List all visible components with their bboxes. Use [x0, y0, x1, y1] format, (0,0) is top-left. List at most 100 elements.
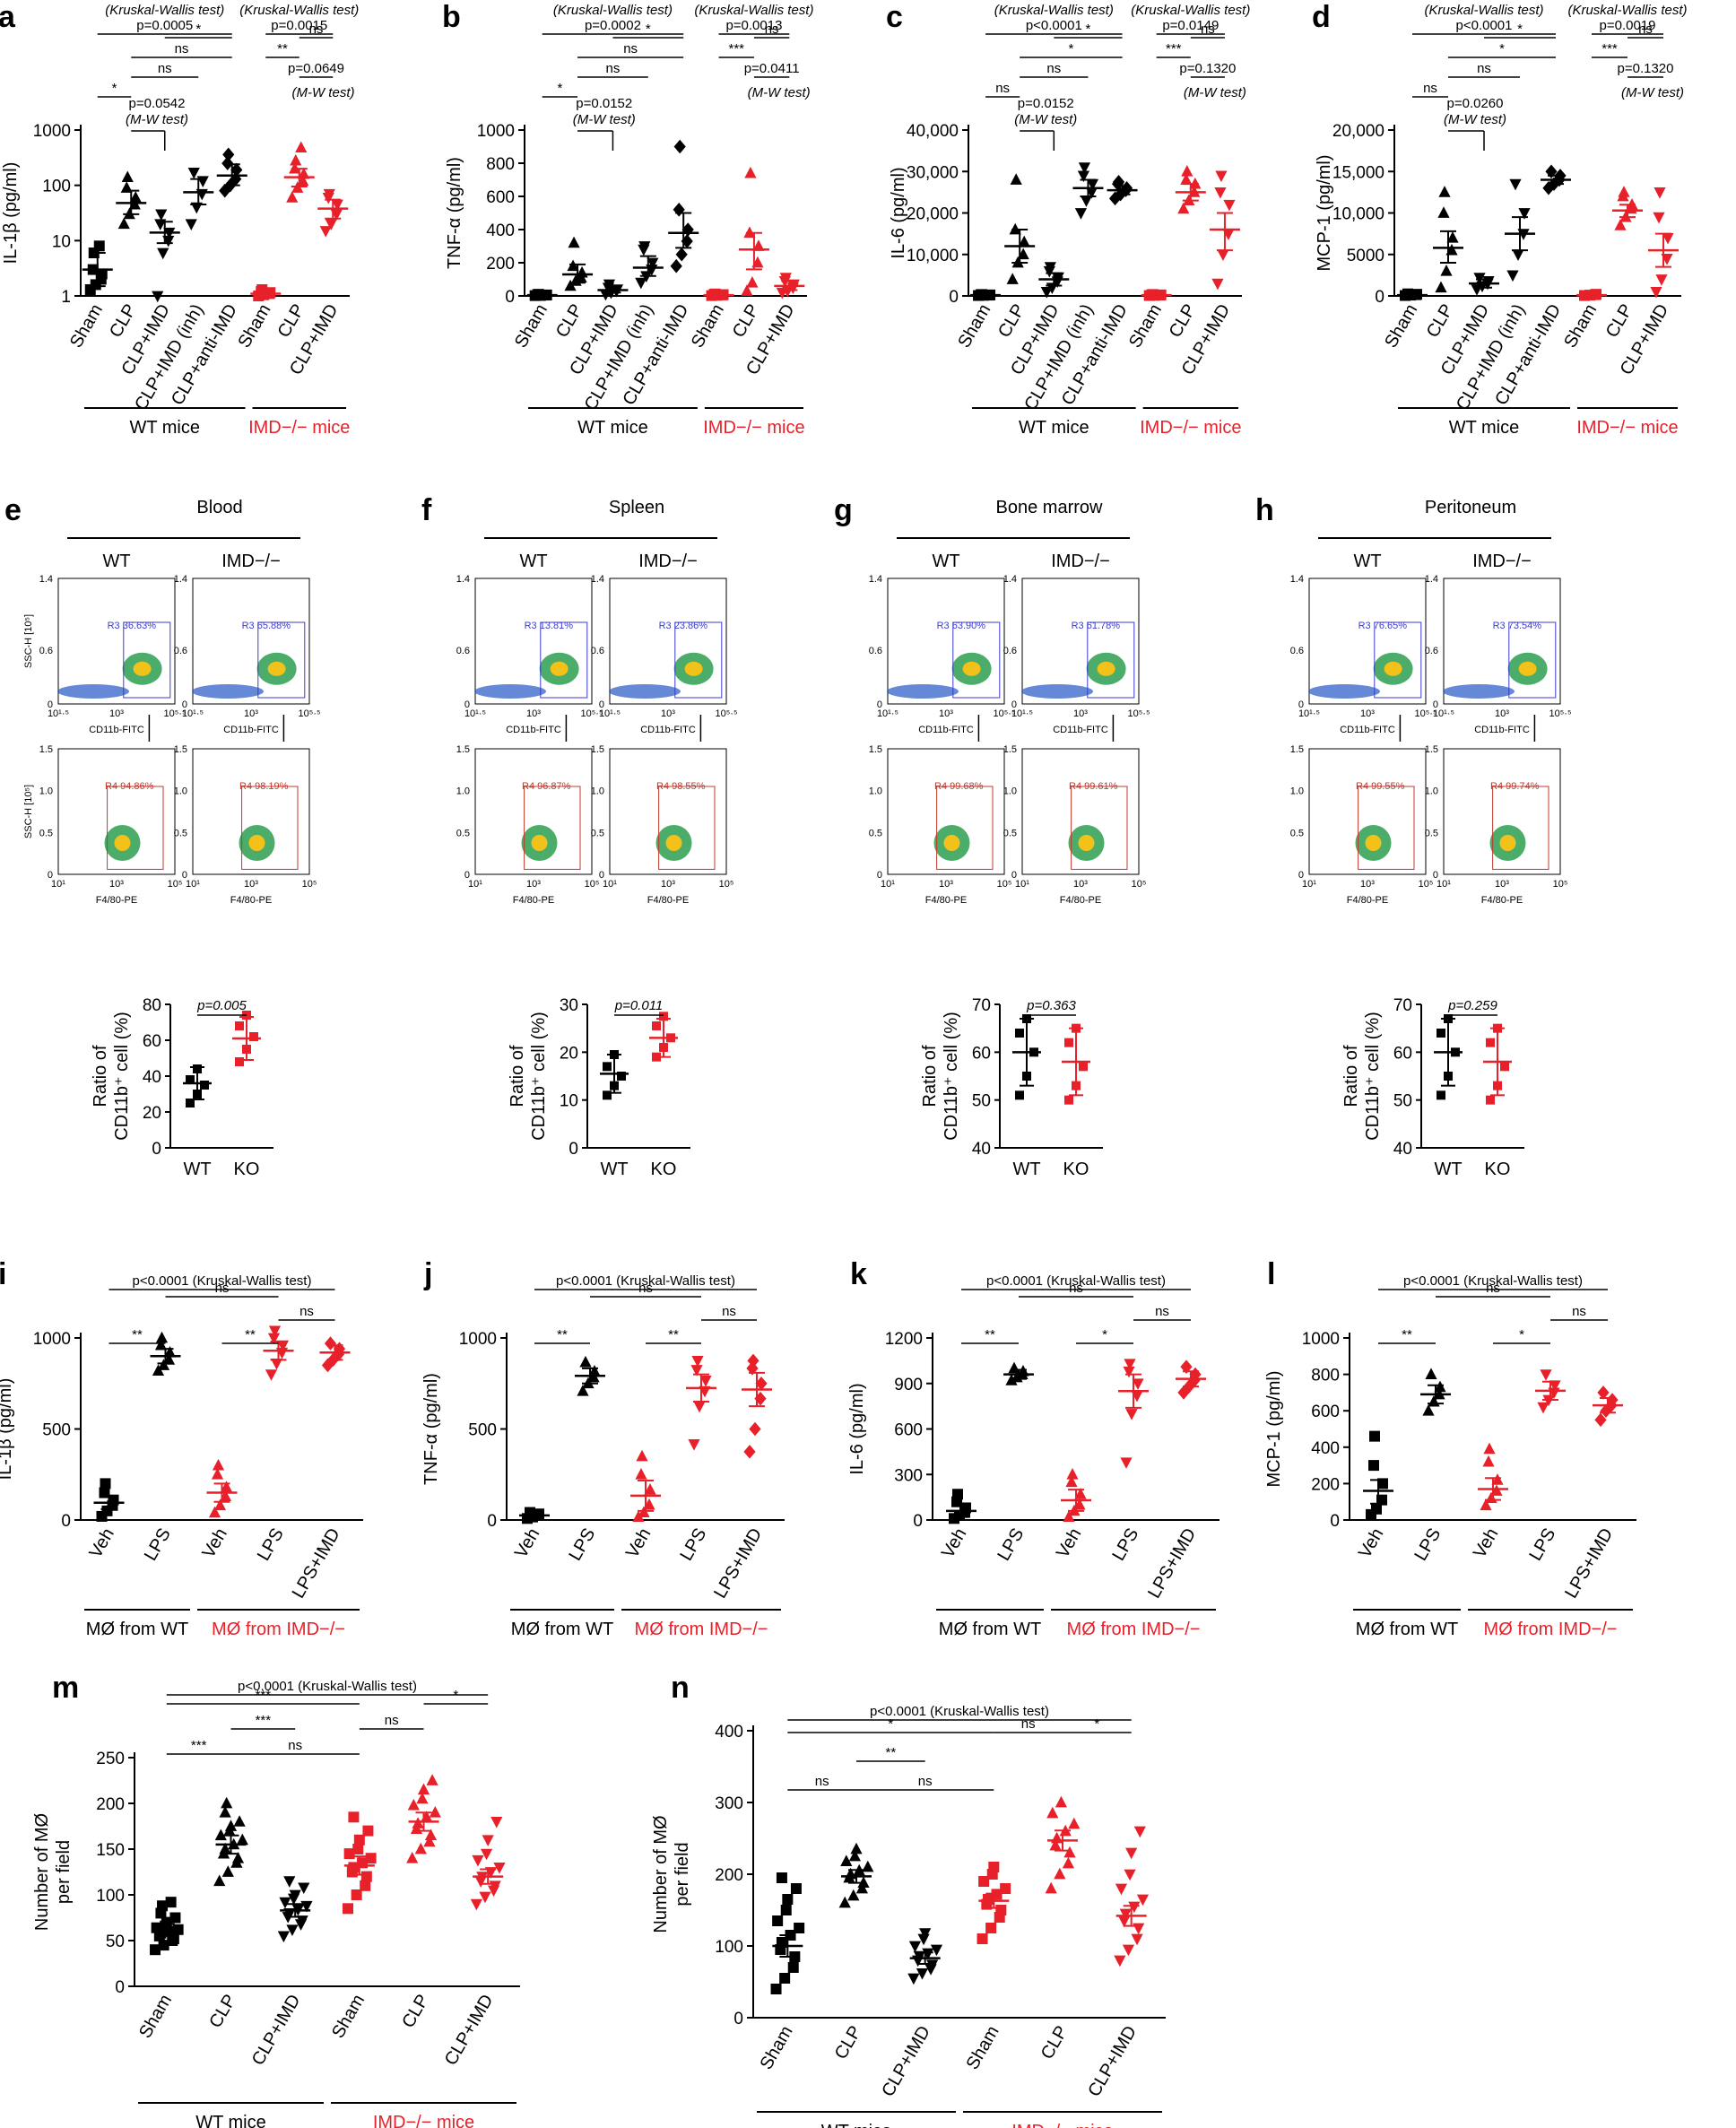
group-label: MØ from IMD−/− [1067, 1620, 1201, 1639]
data-point [230, 162, 243, 178]
stat-label: * [1499, 41, 1505, 56]
x-tick-label: LPS+IMD [289, 1525, 344, 1603]
data-point [213, 1498, 227, 1511]
data-point [1077, 170, 1090, 183]
panel-letter: a [0, 0, 16, 34]
stat-label: p=0.1320 [1179, 61, 1236, 76]
x-tick-label: Veh [1053, 1525, 1085, 1562]
data-point [1217, 249, 1229, 261]
series-2 [597, 279, 629, 301]
flow-x-label: CD11b-FITC [1474, 725, 1530, 735]
data-point [360, 1871, 372, 1882]
flow-title: Peritoneum [1425, 498, 1516, 517]
gate-r4 [1492, 786, 1549, 870]
ratio-y-label-line: CD11b⁺ cell (%) [1363, 1012, 1383, 1141]
data-point [1491, 1473, 1504, 1485]
x-tick-label: Veh [199, 1525, 231, 1562]
y-tick-label: 0 [487, 1512, 497, 1531]
flow-y-tick: 0 [1298, 870, 1304, 881]
flow-y-tick: 0.6 [1290, 646, 1304, 656]
data-point [1124, 1869, 1136, 1881]
data-point [1434, 1380, 1446, 1393]
y-tick-label: 10,000 [1332, 205, 1384, 224]
cell-density-low [57, 684, 129, 699]
data-point [479, 1891, 491, 1904]
stat-label: *** [191, 1738, 207, 1753]
flow-plot-frame [1308, 748, 1427, 875]
stat-label: ns [1477, 61, 1491, 76]
data-point [976, 1933, 988, 1944]
data-point [289, 1889, 301, 1902]
data-point [913, 1950, 925, 1963]
data-point [1055, 1795, 1067, 1808]
gate-r4-label: R4 98.19% [239, 781, 289, 792]
flow-y-tick: 1.4 [456, 574, 470, 585]
y-tick-label: 400 [486, 221, 515, 240]
flow-y-tick: 1.4 [591, 574, 604, 585]
cell-density-core [962, 661, 981, 676]
ratio-y-tick-label: 40 [1393, 1140, 1412, 1159]
data-point [746, 276, 759, 288]
data-point [1078, 162, 1091, 174]
group-label: MØ from IMD−/− [1484, 1620, 1618, 1639]
x-tick-label: CLP [552, 301, 587, 342]
ratio-x-label: KO [651, 1160, 677, 1179]
series-2 [1478, 1442, 1508, 1511]
x-tick-label: CLP [274, 301, 309, 342]
mw-p-label: p=0.0542 [129, 96, 186, 111]
y-tick-label: 600 [1311, 1403, 1340, 1421]
group-label: MØ from IMD−/− [212, 1620, 345, 1639]
series-4 [1045, 1795, 1081, 1894]
data-point [352, 1844, 364, 1854]
ratio-point [1486, 1095, 1495, 1105]
flow-x-tick: 10³ [661, 708, 675, 719]
series-2 [206, 1458, 238, 1518]
series-4 [1107, 175, 1138, 206]
data-point [1545, 164, 1558, 179]
data-point [300, 1900, 313, 1913]
y-tick-label: 400 [1311, 1439, 1340, 1458]
flow-x-tick: 10¹·⁵ [48, 708, 69, 719]
flow-panel-h: h Peritoneum WT R3 76.65% R4 99.55% CD11b-FIT… [1255, 493, 1572, 1179]
stat-label: ns [1638, 22, 1653, 37]
stat-label: ns [299, 1304, 314, 1319]
data-point [298, 167, 310, 179]
series-0 [970, 289, 1002, 301]
y-tick-label: 500 [42, 1421, 71, 1440]
data-point [365, 1853, 377, 1864]
y-tick-label: 0 [1330, 1512, 1340, 1531]
y-tick-label: 100 [715, 1938, 743, 1957]
series-4 [1176, 1359, 1206, 1400]
data-point [1074, 208, 1088, 220]
data-point [840, 1854, 853, 1866]
gate-r3 [257, 621, 306, 699]
data-point [158, 1940, 169, 1951]
flow-y-tick: 0 [48, 699, 53, 710]
flow-x-tick: 10⁵ [1132, 879, 1147, 890]
stat-label: p=0.1320 [1618, 61, 1674, 76]
stat-label: p<0.0001 [1456, 18, 1513, 33]
flow-x-tick: 10⁵·⁵ [298, 708, 320, 719]
data-point [985, 1923, 997, 1933]
series-0 [519, 1507, 550, 1524]
flow-y-tick: 0 [182, 870, 187, 881]
stat-label: (M-W test) [1184, 85, 1246, 100]
y-tick-label: 0 [913, 1512, 923, 1531]
data-point [416, 1792, 429, 1804]
flow-x-tick: 10³ [939, 708, 953, 719]
ratio-point [1064, 1095, 1073, 1105]
genotype-label: WT [102, 552, 130, 571]
data-point [926, 1959, 939, 1971]
ratio-point [186, 1075, 195, 1084]
flow-title: Blood [196, 498, 242, 517]
flow-y-tick: 1.0 [1290, 786, 1304, 797]
data-point [219, 1806, 231, 1818]
ratio-point [235, 1057, 244, 1066]
series-5 [1114, 1826, 1150, 1967]
data-point [779, 273, 792, 284]
cell-density-core [114, 835, 131, 851]
flow-plot-frame [887, 748, 1005, 875]
y-axis-label: Number of MØ per field [651, 1815, 692, 1933]
gate-r4 [524, 786, 581, 870]
